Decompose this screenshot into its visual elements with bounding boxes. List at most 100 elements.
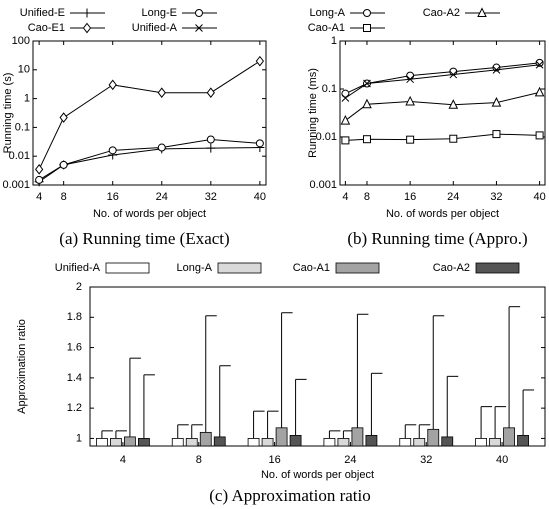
x-tick-label: 8 xyxy=(196,454,202,466)
bar xyxy=(275,427,288,447)
marker xyxy=(341,94,350,102)
legend-label: Cao-A1 xyxy=(293,262,330,274)
marker xyxy=(492,130,501,139)
legend-label: Cao-E1 xyxy=(28,22,65,34)
marker xyxy=(363,24,371,32)
y-tick-label: 0.1 xyxy=(322,83,337,95)
x-tick-label: 24 xyxy=(447,191,459,203)
bar xyxy=(337,438,350,447)
series-line xyxy=(38,147,260,183)
marker xyxy=(534,86,545,97)
marker xyxy=(206,87,215,99)
bar xyxy=(503,427,515,447)
marker xyxy=(405,95,415,106)
bar xyxy=(185,438,198,447)
x-tick-label: 16 xyxy=(404,191,416,203)
y-tick-label: 0.001 xyxy=(309,179,337,191)
marker xyxy=(255,55,265,67)
marker xyxy=(406,71,415,80)
bar xyxy=(365,434,378,447)
y-tick-label: 0.01 xyxy=(316,131,337,143)
chart-caption: (c) Approximation ratio xyxy=(209,486,370,505)
marker xyxy=(492,66,501,74)
x-tick-label: 16 xyxy=(107,191,119,203)
marker xyxy=(535,60,544,69)
y-tick-label: 2 xyxy=(76,281,82,293)
marker xyxy=(477,7,487,17)
marker xyxy=(206,135,215,144)
y-tick-label: 1.4 xyxy=(67,372,82,384)
series-line xyxy=(345,64,540,99)
marker xyxy=(362,135,371,144)
y-tick-label: 1.2 xyxy=(67,402,82,414)
bar xyxy=(213,436,226,447)
bar xyxy=(399,438,412,447)
legend-swatch xyxy=(105,262,150,274)
marker xyxy=(35,175,44,184)
x-tick-label: 4 xyxy=(36,191,42,203)
bar xyxy=(289,434,302,447)
x-tick-label: 4 xyxy=(342,191,348,203)
marker xyxy=(340,114,351,125)
legend-label: Cao-A2 xyxy=(433,262,470,274)
x-tick-label: 24 xyxy=(156,191,168,203)
legend-label: Unified-A xyxy=(55,262,101,274)
x-tick-label: 16 xyxy=(268,454,280,466)
bar xyxy=(441,436,454,447)
y-tick-label: 1.6 xyxy=(67,341,82,353)
marker xyxy=(449,70,458,79)
y-tick-label: 1.8 xyxy=(67,311,82,323)
y-axis-label: Running time (s) xyxy=(2,73,14,154)
marker xyxy=(341,136,350,145)
legend-swatch xyxy=(475,262,520,274)
bar xyxy=(171,438,184,447)
chart-caption: (a) Running time (Exact) xyxy=(59,229,229,248)
series-line xyxy=(38,60,261,170)
x-tick-label: 8 xyxy=(61,191,67,203)
x-tick-label: 32 xyxy=(490,191,502,203)
x-tick-label: 4 xyxy=(120,454,126,466)
x-tick-label: 24 xyxy=(344,454,356,466)
marker xyxy=(362,98,372,109)
legend-label: Long-E xyxy=(142,7,177,19)
y-tick-label: 1 xyxy=(24,93,30,105)
marker xyxy=(195,24,203,32)
plot-frame xyxy=(339,40,546,186)
marker xyxy=(255,139,264,148)
marker xyxy=(157,143,166,152)
marker xyxy=(195,9,203,17)
x-tick-label: 32 xyxy=(420,454,432,466)
bar xyxy=(489,438,501,447)
x-axis-label: No. of words per object xyxy=(93,208,206,220)
marker xyxy=(363,79,371,88)
x-tick-label: 40 xyxy=(496,454,508,466)
x-axis-label: No. of words per object xyxy=(386,208,499,220)
series-line xyxy=(345,133,540,141)
marker xyxy=(406,75,414,84)
legend-label: Long-A xyxy=(310,7,346,19)
marker xyxy=(363,9,371,17)
x-tick-label: 40 xyxy=(254,191,266,203)
bar xyxy=(517,434,529,447)
bar xyxy=(96,438,108,447)
marker xyxy=(108,146,117,155)
marker xyxy=(206,143,216,153)
x-tick-label: 32 xyxy=(205,191,217,203)
chart-caption: (b) Running time (Appro.) xyxy=(347,229,527,248)
bar xyxy=(138,438,150,447)
bar xyxy=(199,431,212,447)
plot-frame xyxy=(89,286,546,447)
series-line xyxy=(345,62,540,95)
y-axis-label: Running time (ms) xyxy=(307,68,319,158)
y-tick-label: 1 xyxy=(76,432,82,444)
marker xyxy=(406,135,415,144)
y-tick-label: 100 xyxy=(12,35,30,47)
series-line xyxy=(38,138,260,181)
marker xyxy=(448,99,459,109)
marker xyxy=(59,112,68,123)
marker xyxy=(108,79,117,91)
plot-frame xyxy=(32,40,267,186)
marker xyxy=(491,97,502,107)
bar xyxy=(124,436,136,447)
